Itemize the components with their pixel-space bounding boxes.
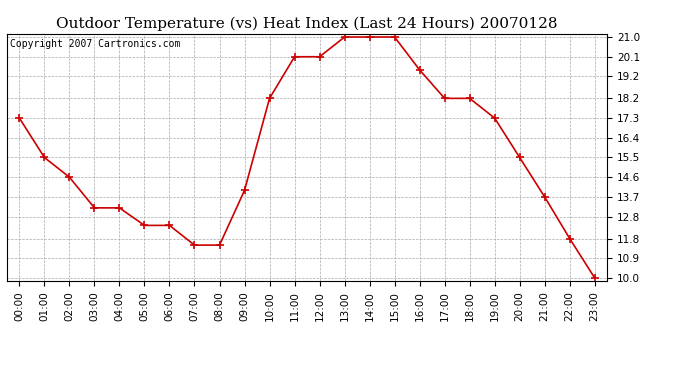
Text: Copyright 2007 Cartronics.com: Copyright 2007 Cartronics.com [10, 39, 180, 49]
Title: Outdoor Temperature (vs) Heat Index (Last 24 Hours) 20070128: Outdoor Temperature (vs) Heat Index (Las… [57, 17, 558, 31]
